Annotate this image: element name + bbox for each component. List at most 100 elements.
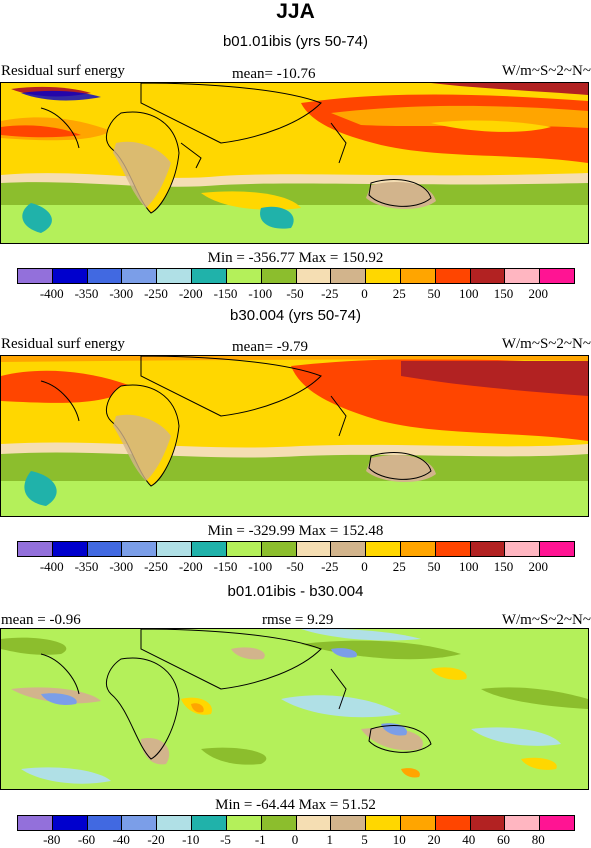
colorbar-tick-label: 60 <box>497 832 510 847</box>
panel-3-title: b01.01ibis - b30.004 <box>227 583 364 600</box>
colorbar-swatch <box>540 816 574 830</box>
panel-1-colorbar-ticks: -400 -350 -300 -250 -200 -150 -100 -50 -25 0 25 50 1… <box>17 286 573 302</box>
panel-2-map <box>0 355 589 517</box>
colorbar-swatch <box>331 542 367 556</box>
colorbar-swatch <box>331 269 367 283</box>
colorbar-tick-label: -5 <box>220 832 231 847</box>
panel-2-title: b30.004 (yrs 50-74) <box>230 307 361 324</box>
colorbar-tick-label: 50 <box>427 559 441 574</box>
colorbar-swatch <box>505 269 541 283</box>
colorbar-tick-label: -10 <box>182 832 200 847</box>
colorbar-tick-label: 50 <box>427 286 441 301</box>
panel-1-minmax: Min = -356.77 Max = 150.92 <box>207 250 384 266</box>
colorbar-tick-label: -100 <box>248 286 273 301</box>
colorbar-tick-label: -400 <box>39 286 64 301</box>
colorbar-swatch <box>366 542 401 556</box>
colorbar-tick-label: -80 <box>43 832 61 847</box>
colorbar-swatch <box>296 542 332 556</box>
colorbar-swatch <box>52 816 88 830</box>
colorbar-swatch <box>505 542 541 556</box>
colorbar-tick-label: -25 <box>321 286 339 301</box>
colorbar-tick-label: -350 <box>74 286 99 301</box>
panel-2-minmax: Min = -329.99 Max = 152.48 <box>207 523 384 539</box>
colorbar-swatch <box>18 269 53 283</box>
colorbar-tick-label: 100 <box>459 286 479 301</box>
panel-1-colorbar <box>17 268 575 284</box>
panel-3-rmse-label: rmse = 9.29 <box>262 612 334 628</box>
colorbar-tick-label: 25 <box>392 559 406 574</box>
colorbar-tick-label: 150 <box>493 286 514 301</box>
colorbar-tick-label: -150 <box>213 286 238 301</box>
colorbar-swatch <box>470 816 506 830</box>
colorbar-swatch <box>87 816 123 830</box>
colorbar-tick-label: -40 <box>112 832 130 847</box>
colorbar-tick-label: -400 <box>39 559 64 574</box>
panel-1-title: b01.01ibis (yrs 50-74) <box>222 33 369 50</box>
panel-1-map <box>0 82 589 244</box>
colorbar-swatch <box>435 542 471 556</box>
colorbar-swatch <box>435 269 471 283</box>
colorbar-swatch <box>296 269 332 283</box>
colorbar-tick-label: -300 <box>109 286 134 301</box>
colorbar-swatch <box>18 816 53 830</box>
colorbar-tick-label: 200 <box>528 286 549 301</box>
panel-1-units-label: W/m~S~2~N~ <box>501 63 591 79</box>
colorbar-tick-label: 0 <box>361 559 368 574</box>
colorbar-tick-label: -300 <box>109 559 134 574</box>
colorbar-swatch <box>505 816 541 830</box>
colorbar-tick-label: 20 <box>427 832 441 847</box>
colorbar-tick-label: 40 <box>462 832 476 847</box>
colorbar-swatch <box>122 542 158 556</box>
colorbar-tick-label: -60 <box>77 832 96 847</box>
colorbar-tick-label: -25 <box>321 559 339 574</box>
colorbar-swatch <box>52 542 88 556</box>
colorbar-swatch <box>261 269 297 283</box>
panel-1-variable-label: Residual surf energy <box>1 63 125 79</box>
colorbar-swatch <box>18 542 53 556</box>
panel-3-map <box>0 628 589 790</box>
colorbar-swatch <box>122 816 158 830</box>
colorbar-swatch <box>52 269 88 283</box>
colorbar-swatch <box>192 269 227 283</box>
colorbar-swatch <box>87 269 123 283</box>
panel-3-colorbar-ticks: -80 -60 -40 -20 -10 -5 -1 0 1 5 10 20 40 60 80 <box>17 832 573 848</box>
colorbar-swatch <box>157 816 193 830</box>
colorbar-tick-label: 200 <box>528 559 549 574</box>
colorbar-swatch <box>470 269 506 283</box>
colorbar-swatch <box>540 269 574 283</box>
colorbar-swatch <box>157 542 193 556</box>
colorbar-swatch <box>87 542 123 556</box>
panel-3-mean-label: mean = -0.96 <box>1 612 81 628</box>
colorbar-swatch <box>400 269 436 283</box>
colorbar-swatch <box>192 542 227 556</box>
colorbar-tick-label: -150 <box>213 559 238 574</box>
colorbar-tick-label: -350 <box>74 559 99 574</box>
colorbar-swatch <box>157 269 193 283</box>
colorbar-swatch <box>261 816 297 830</box>
colorbar-swatch <box>296 816 332 830</box>
colorbar-tick-label: 80 <box>531 832 545 847</box>
colorbar-tick-label: 0 <box>291 832 299 847</box>
colorbar-tick-label: 10 <box>392 832 406 847</box>
panel-1-mean-label: mean= -10.76 <box>232 66 316 82</box>
panel-2-colorbar <box>17 541 575 557</box>
panel-2-units-label: W/m~S~2~N~ <box>501 336 591 352</box>
colorbar-swatch <box>226 816 262 830</box>
colorbar-swatch <box>400 816 436 830</box>
colorbar-tick-label: -100 <box>248 559 273 574</box>
colorbar-tick-label: -50 <box>286 286 304 301</box>
colorbar-swatch <box>261 542 297 556</box>
panel-3-colorbar <box>17 815 575 831</box>
colorbar-tick-label: -250 <box>144 286 168 301</box>
colorbar-swatch <box>192 816 227 830</box>
colorbar-tick-label: 150 <box>493 559 514 574</box>
colorbar-swatch <box>226 542 262 556</box>
colorbar-swatch <box>435 816 471 830</box>
panel-2-colorbar-ticks: -400 -350 -300 -250 -200 -150 -100 -50 -25 0 25 50 1… <box>17 559 573 575</box>
colorbar-tick-label: 1 <box>326 832 334 847</box>
colorbar-tick-label: -200 <box>178 286 203 301</box>
colorbar-swatch <box>122 269 158 283</box>
colorbar-tick-label: 5 <box>361 832 368 847</box>
colorbar-tick-label: -1 <box>254 832 266 847</box>
colorbar-tick-label: -250 <box>144 559 168 574</box>
